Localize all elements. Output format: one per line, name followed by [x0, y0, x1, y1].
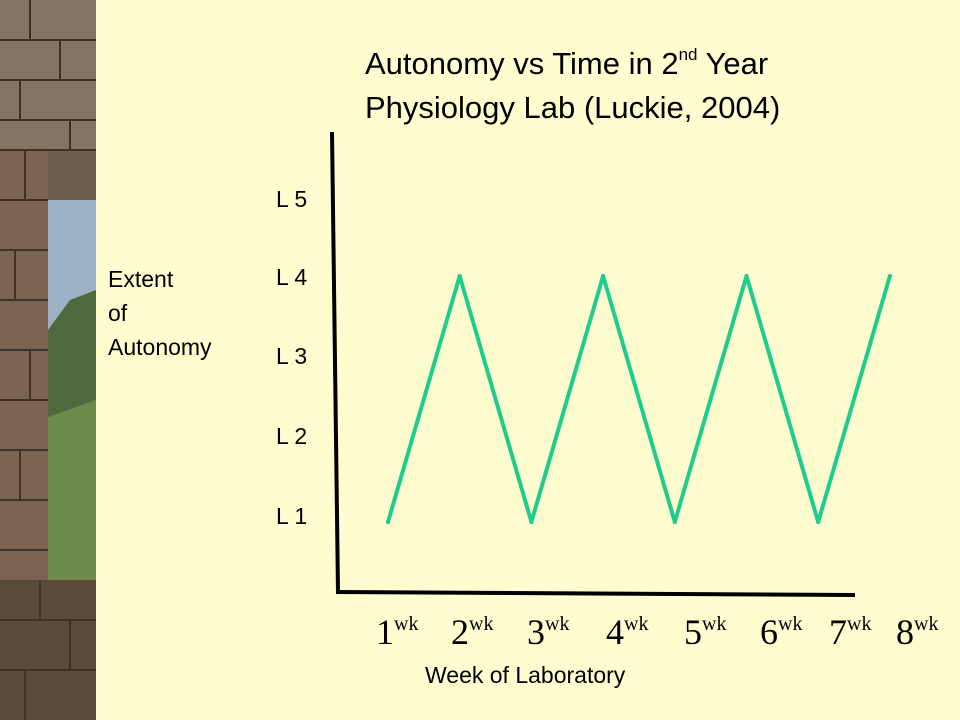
title-line-2: Physiology Lab (Luckie, 2004) [365, 90, 781, 125]
x-tick-number: 1 [376, 612, 394, 652]
x-tick-week-3: 3wk [527, 612, 569, 652]
x-axis-label: Week of Laboratory [425, 662, 626, 688]
y-axis-label-line-2: of [108, 300, 128, 326]
x-tick-number: 7 [829, 612, 847, 652]
x-tick-suffix: wk [545, 613, 570, 635]
x-tick-suffix: wk [702, 613, 727, 635]
title-superscript: nd [678, 45, 698, 64]
y-axis-label-line-3: Autonomy [108, 334, 212, 360]
y-tick-l5: L 5 [276, 186, 308, 212]
title-line-1-rest: Year [697, 46, 769, 81]
x-tick-week-4: 4wk [606, 612, 648, 652]
y-axis-label: Extent of Autonomy [108, 262, 212, 364]
x-tick-suffix: wk [778, 613, 803, 635]
x-tick-week-5: 5wk [684, 612, 726, 652]
y-tick-l4: L 4 [276, 264, 308, 290]
x-tick-week-1: 1wk [376, 612, 418, 652]
x-tick-suffix: wk [914, 613, 939, 635]
x-tick-suffix: wk [847, 613, 872, 635]
y-tick-l3: L 3 [276, 343, 308, 369]
title-line-1: Autonomy vs Time in 2nd Year [365, 42, 780, 86]
x-tick-week-6: 6wk [760, 612, 802, 652]
x-tick-number: 6 [760, 612, 778, 652]
y-tick-l1: L 1 [276, 503, 308, 529]
x-tick-suffix: wk [394, 613, 419, 635]
x-tick-number: 2 [451, 612, 469, 652]
x-tick-suffix: wk [624, 613, 649, 635]
y-tick-l2: L 2 [276, 423, 308, 449]
x-tick-number: 8 [896, 612, 914, 652]
x-tick-week-7: 7wk [829, 612, 871, 652]
x-tick-week-8: 8wk [896, 612, 938, 652]
title-line-1-text: Autonomy vs Time in 2 [365, 46, 679, 81]
x-tick-number: 5 [684, 612, 702, 652]
y-axis-label-line-1: Extent [108, 266, 174, 292]
x-tick-number: 4 [606, 612, 624, 652]
x-tick-number: 3 [527, 612, 545, 652]
x-tick-week-2: 2wk [451, 612, 493, 652]
chart-title: Autonomy vs Time in 2nd Year Physiology … [365, 42, 780, 130]
background-photo [0, 0, 96, 720]
x-tick-suffix: wk [469, 613, 494, 635]
